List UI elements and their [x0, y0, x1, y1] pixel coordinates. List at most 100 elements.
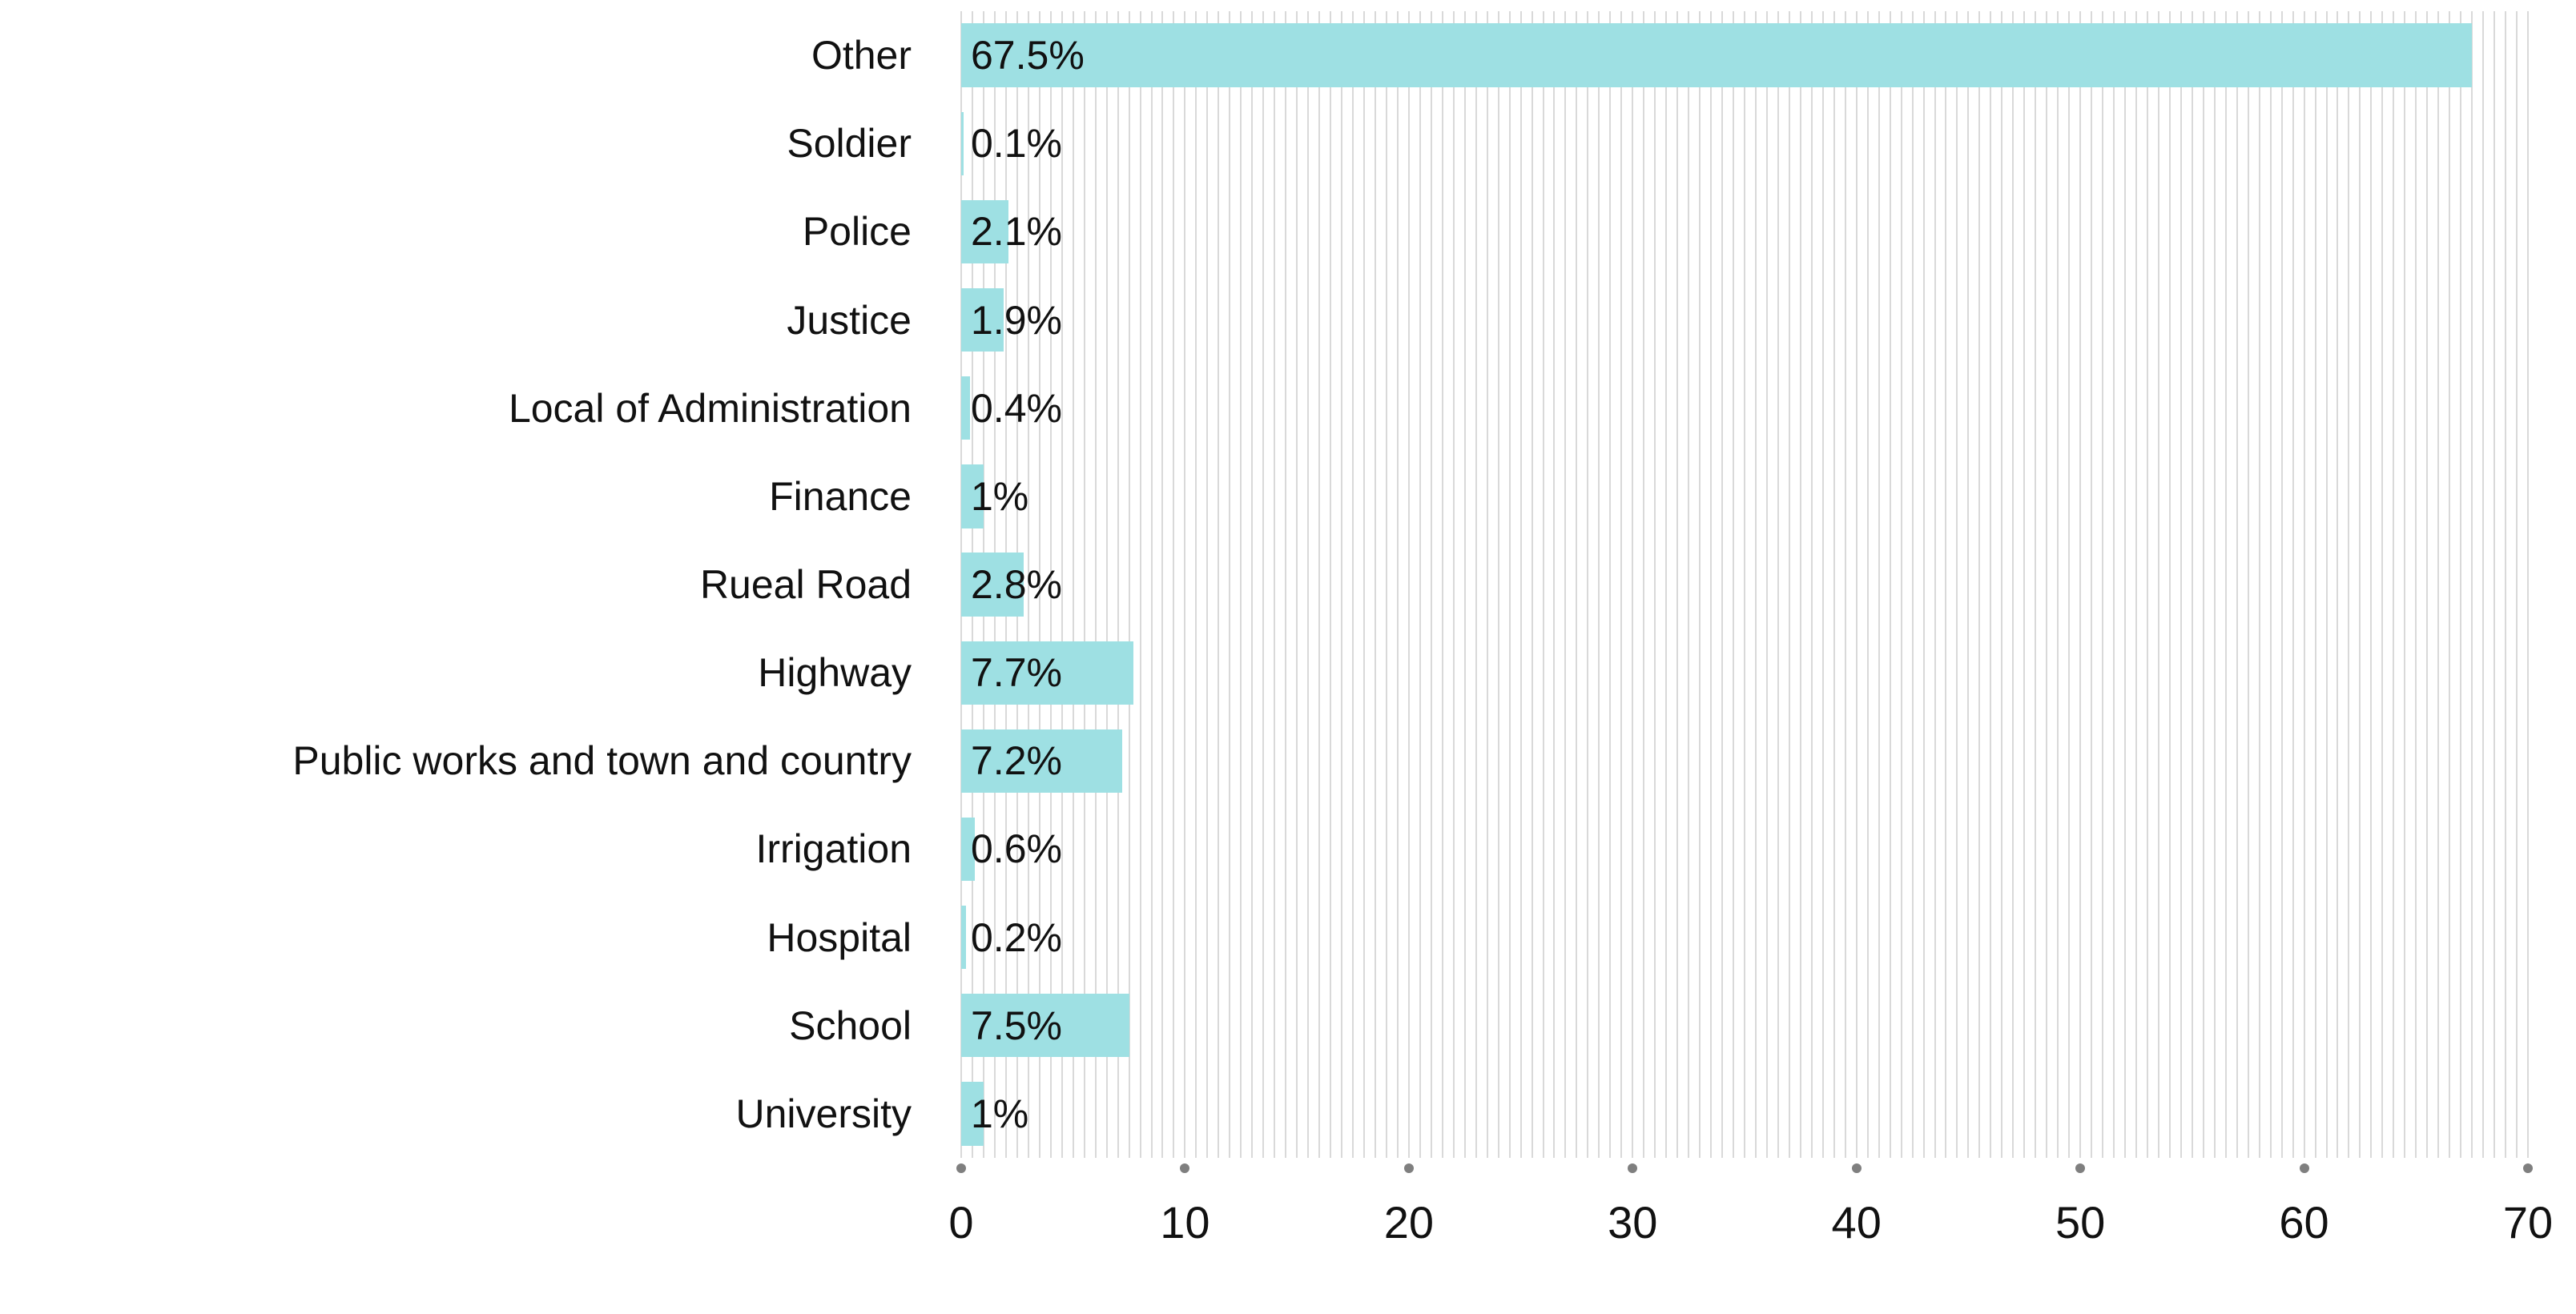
bar-row: 7.2% — [961, 717, 2528, 805]
plot-area: 67.5% 0.1% 2.1% 1.9% 0.4% 1% 2.8% 7.7% 7.2% 0.6% 0… — [960, 11, 2529, 1158]
bar — [961, 199, 1008, 264]
minor-gridline — [1318, 11, 1321, 1158]
bar — [961, 553, 1024, 617]
minor-gridline — [2258, 11, 2260, 1158]
minor-gridline — [2292, 11, 2294, 1158]
tick-dot — [2075, 1163, 2086, 1173]
bar-value-label: 2.8% — [971, 562, 1062, 608]
minor-gridline — [1251, 11, 1254, 1158]
minor-gridline — [2269, 11, 2272, 1158]
minor-gridline — [1307, 11, 1310, 1158]
bar-value-label: 1% — [971, 1091, 1029, 1136]
bar-value-label: 0.4% — [971, 385, 1062, 431]
tick-dot — [2299, 1163, 2309, 1173]
minor-gridline — [1285, 11, 1287, 1158]
bar — [961, 376, 971, 440]
tick-label: 20 — [1383, 1197, 1434, 1248]
minor-gridline — [1799, 11, 1801, 1158]
bar-row: 0.4% — [961, 364, 2528, 452]
bar-row: 1% — [961, 452, 2528, 540]
bar-value-label: 7.2% — [971, 738, 1062, 784]
minor-gridline — [2046, 11, 2048, 1158]
bar-row: 0.6% — [961, 805, 2528, 893]
category-label: University — [735, 1091, 912, 1136]
minor-gridline — [2437, 11, 2440, 1158]
minor-gridline — [2314, 11, 2316, 1158]
category-label: Police — [802, 209, 912, 255]
minor-gridline — [1576, 11, 1578, 1158]
minor-gridline — [2157, 11, 2159, 1158]
minor-gridline — [2068, 11, 2071, 1158]
minor-gridline — [1296, 11, 1298, 1158]
minor-gridline — [2516, 11, 2518, 1158]
minor-gridline — [2493, 11, 2496, 1158]
minor-gridline — [1978, 11, 1981, 1158]
bar-value-label: 0.1% — [971, 121, 1062, 167]
minor-gridline — [1396, 11, 1399, 1158]
category-label: Public works and town and country — [292, 738, 912, 784]
minor-gridline — [2449, 11, 2451, 1158]
minor-gridline — [1195, 11, 1197, 1158]
bar-row: 0.2% — [961, 894, 2528, 982]
minor-gridline — [1710, 11, 1713, 1158]
minor-gridline — [1407, 11, 1410, 1158]
minor-gridline — [2146, 11, 2148, 1158]
minor-gridline — [2482, 11, 2485, 1158]
minor-gridline — [1810, 11, 1813, 1158]
category-label-column: Other Soldier Police Justice Local of Admini… — [0, 11, 936, 1158]
category-label: Soldier — [787, 121, 912, 167]
tick-dot — [1851, 1163, 1862, 1173]
minor-gridline — [1788, 11, 1790, 1158]
minor-gridline — [2191, 11, 2193, 1158]
minor-gridline — [1878, 11, 1880, 1158]
minor-gridline — [2303, 11, 2305, 1158]
minor-gridline — [2471, 11, 2473, 1158]
bar — [961, 994, 1129, 1058]
minor-gridline — [1922, 11, 1925, 1158]
minor-gridline — [1385, 11, 1387, 1158]
minor-gridline — [2102, 11, 2104, 1158]
minor-gridline — [1128, 11, 1130, 1158]
minor-gridlines — [960, 11, 2529, 1158]
minor-gridline — [1117, 11, 1119, 1158]
minor-gridline — [1676, 11, 1679, 1158]
minor-gridline — [2213, 11, 2216, 1158]
minor-gridline — [1497, 11, 1499, 1158]
minor-gridline — [2057, 11, 2059, 1158]
minor-gridline — [2370, 11, 2373, 1158]
minor-gridline — [1262, 11, 1265, 1158]
minor-gridline — [1688, 11, 1690, 1158]
minor-gridline — [1430, 11, 1432, 1158]
minor-gridline — [1218, 11, 1220, 1158]
minor-gridline — [2023, 11, 2026, 1158]
minor-gridline — [1362, 11, 1365, 1158]
bar-value-label: 0.2% — [971, 914, 1062, 960]
minor-gridline — [1038, 11, 1040, 1158]
bar — [961, 464, 984, 528]
minor-gridline — [1945, 11, 1947, 1158]
minor-gridline — [1665, 11, 1668, 1158]
minor-gridline — [1643, 11, 1645, 1158]
minor-gridline — [2325, 11, 2328, 1158]
category-label: Justice — [787, 297, 912, 343]
minor-gridline — [1139, 11, 1141, 1158]
minor-gridline — [2001, 11, 2003, 1158]
minor-gridline — [2460, 11, 2462, 1158]
minor-gridline — [1855, 11, 1858, 1158]
minor-gridline — [1777, 11, 1779, 1158]
category-label: School — [789, 1003, 912, 1048]
minor-gridline — [2337, 11, 2339, 1158]
minor-gridline — [1765, 11, 1768, 1158]
minor-gridline — [2348, 11, 2350, 1158]
minor-gridline — [1419, 11, 1421, 1158]
minor-gridline — [2035, 11, 2037, 1158]
bar — [961, 23, 2473, 87]
minor-gridline — [2393, 11, 2395, 1158]
minor-gridline — [1049, 11, 1052, 1158]
category-label: Local of Administration — [508, 385, 912, 431]
bar — [961, 287, 1004, 352]
minor-gridline — [1150, 11, 1153, 1158]
tick-label: 0 — [948, 1197, 974, 1248]
minor-gridline — [1441, 11, 1443, 1158]
tick-label: 60 — [2279, 1197, 2329, 1248]
